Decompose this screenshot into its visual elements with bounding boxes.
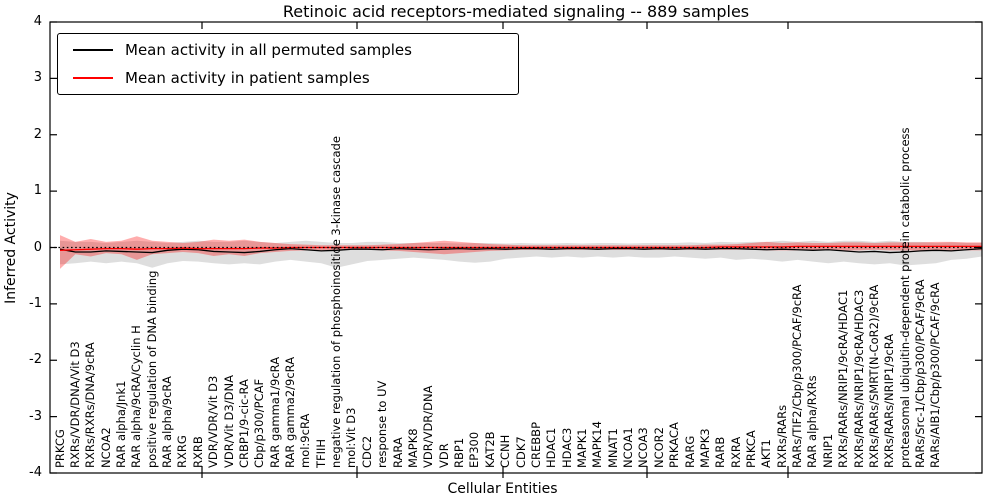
x-category-label: RAR alpha/9cRA/Cyclin H [129,325,144,468]
x-category-label: Cbp/p300/PCAF [252,378,267,468]
y-tick-label: 3 [33,70,42,86]
chart-title: Retinoic acid receptors-mediated signali… [282,2,750,21]
x-category-label: CDC2 [359,435,374,468]
x-category-label: RAR alpha/9cRA [160,376,175,468]
x-category-label: RARs/AIB1/Cbp/p300/PCAF/9cRA [928,282,943,468]
y-tick-label: 0 [33,239,42,255]
y-tick-label: 2 [33,126,42,142]
x-category-label: PRKACA [667,422,682,468]
x-category-label: RAR alpha/Jnk1 [113,380,128,468]
x-axis-label: Cellular Entities [447,481,558,497]
legend-label: Mean activity in patient samples [125,68,370,87]
x-category-label: RXRs/RARs/NRIP1/9cRA/HDAC1 [836,289,851,468]
x-category-label: KAT2B [482,431,497,468]
x-category-label: proteasomal ubiquitin-dependent protein … [897,127,912,468]
x-category-label: RARB [713,436,728,468]
x-category-label: mol:9cRA [298,413,313,468]
x-category-label: NCOR2 [651,427,666,468]
x-category-label: PRKCG [52,429,67,468]
x-category-label: MAPK3 [697,428,712,468]
y-tick-label: -4 [29,465,42,480]
x-category-label: RXRs/RARs/SMRT(N-CoR2)/9cRA [866,284,881,468]
x-category-label: RAR gamma1/9cRA [267,356,282,468]
x-category-label: CRBP1/9-cic-RA [236,379,251,468]
x-category-label: RARs/TIF2/Cbp/p300/PCAF/9cRA [790,284,805,468]
x-category-label: mol:Vit D3 [344,407,359,468]
x-category-label: MAPK8 [405,428,420,468]
legend: Mean activity in all permuted samples Mea… [57,33,519,95]
x-category-label: RXRG [175,435,190,468]
x-category-label: NCOA1 [621,427,636,468]
x-category-label: PRKCA [744,430,758,468]
x-category-label: MAPK14 [590,421,605,468]
x-category-label: RAR alpha/RXRs [805,375,820,468]
x-category-label: AKT1 [759,439,774,468]
series-line [59,247,983,254]
x-category-label: RXRB [190,436,205,468]
x-category-label: RARs/Src-1/Cbp/p300/PCAF/9cRA [913,279,928,468]
x-category-label: RXRs/RARs/NRIP1/9cRA/HDAC3 [851,289,866,468]
band-patient-samples-spread [60,235,982,269]
legend-label: Mean activity in all permuted samples [125,41,412,60]
x-category-label: RXRA [728,436,743,468]
x-category-label: RXRs/VDR/DNA/Vit D3 [67,341,82,468]
y-tick-label: -1 [29,295,42,311]
x-category-label: CDK7 [513,436,528,468]
x-category-label: TFIIH [313,438,328,468]
legend-entry: Mean activity in patient samples [58,65,518,91]
x-category-label: HDAC1 [544,427,559,468]
x-category-label: NCOA2 [98,427,113,468]
x-category-label: RXRs/RARs/NRIP1/9cRA [882,333,897,468]
x-category-label: positive regulation of DNA binding [144,270,159,468]
y-axis-label: Inferred Activity [3,192,19,304]
x-category-label: NRIP1 [820,433,835,468]
x-category-label: NCOA3 [636,427,651,468]
x-category-label: EP300 [467,431,482,468]
x-category-label: RXRs/RARs [774,404,789,468]
y-tick-label: 4 [33,14,42,29]
x-category-label: RAR gamma2/9cRA [283,356,297,468]
x-category-label: VDR/VDR/DNA [421,385,436,469]
x-category-label: RARA [390,437,405,468]
legend-line-swatch [73,76,113,79]
x-category-label: MAPK1 [574,428,589,468]
y-tick-label: -3 [29,408,42,424]
x-category-label: MNAT1 [605,428,620,468]
y-tick-label: -2 [29,352,42,368]
x-category-label: VDR [436,443,451,468]
x-category-label: CREBBP [528,422,543,468]
x-category-label: RBP1 [452,437,467,468]
legend-line-swatch [73,49,113,52]
x-category-label: HDAC3 [559,427,574,468]
legend-entry: Mean activity in all permuted samples [58,37,518,63]
x-category-label: response to UV [375,380,390,468]
x-category-label: RXRs/RXRs/DNA/9cRA [83,342,98,468]
x-category-label: VDR/Vit D3/DNA [221,375,236,468]
x-category-label: negative regulation of phosphoinositide … [329,136,344,468]
y-tick-label: 1 [33,183,42,199]
x-category-label: VDR/VDR/Vit D3 [206,375,221,468]
x-category-label: RARG [682,435,697,468]
x-category-label: CCNH [498,434,513,468]
